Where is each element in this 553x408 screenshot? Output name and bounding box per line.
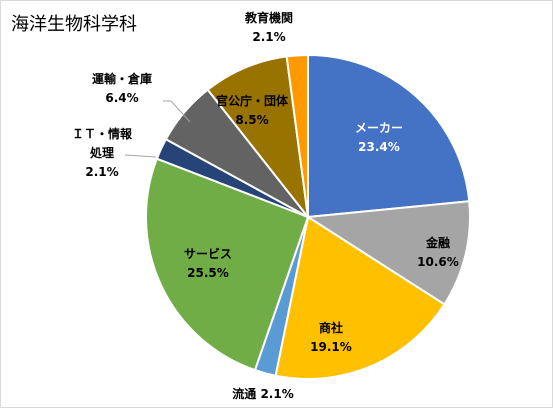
data-label: メーカー 23.4% — [355, 121, 403, 154]
data-label: 流通 2.1% — [232, 386, 293, 401]
data-label: ＩＴ・情報処理 2.1% — [72, 126, 133, 179]
chart-title: 海洋生物科学科 — [11, 14, 137, 35]
pie-slice — [307, 53, 471, 219]
pie-slice — [206, 55, 310, 221]
pie-slice — [274, 215, 446, 380]
data-label: 教育機関 2.1% — [244, 10, 293, 44]
data-label: 官公庁・団体 8.5% — [216, 93, 289, 127]
data-label: 運輸・倉庫 6.4% — [92, 71, 152, 105]
data-label: 商社 19.1% — [310, 320, 352, 354]
data-label: サービス 25.5% — [184, 246, 232, 280]
pie-slice — [285, 53, 309, 218]
leader-line — [124, 154, 157, 158]
leader-line — [163, 100, 191, 123]
pie-slice — [305, 200, 471, 306]
data-label: 金融 10.6% — [417, 235, 459, 269]
pie-slice — [145, 157, 310, 372]
